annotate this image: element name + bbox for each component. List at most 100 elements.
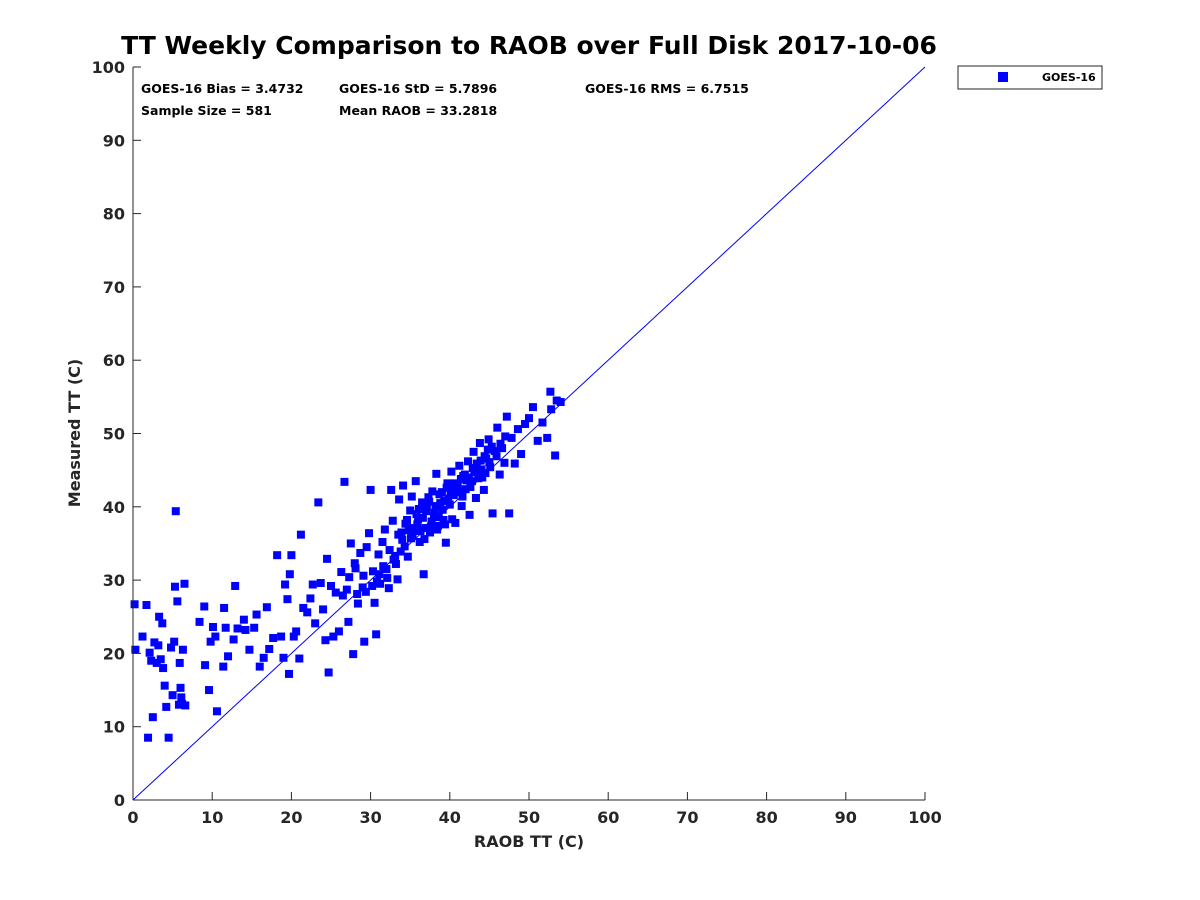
data-point [285,570,294,579]
data-point [464,457,473,466]
data-point [406,506,415,515]
data-point [205,686,214,695]
data-point [208,623,217,632]
data-point [446,488,455,497]
data-point [346,539,355,548]
data-point [358,583,367,592]
y-tick-label: 10 [103,718,125,737]
data-point [279,653,288,662]
data-point [513,425,522,434]
data-point [342,585,351,594]
data-point [162,702,171,711]
data-point [510,459,519,468]
data-point [434,513,443,522]
data-point [306,594,315,603]
data-point [338,591,347,600]
data-point [360,637,369,646]
data-point [416,526,425,535]
data-point [476,456,485,465]
data-point [556,397,565,406]
data-point [471,494,480,503]
data-point [533,436,542,445]
data-point [378,537,387,546]
stat-sample-size: Sample Size = 581 [141,103,272,118]
data-point [269,634,278,643]
data-point [289,632,298,641]
data-point [285,669,294,678]
data-point [495,470,504,479]
y-tick-label: 90 [103,131,125,150]
data-point [455,461,464,470]
data-point [493,423,502,432]
y-tick-label: 50 [103,425,125,444]
data-point [433,525,442,534]
x-tick-label: 60 [597,808,619,827]
x-tick-label: 0 [127,808,138,827]
data-point [462,476,471,485]
data-point [507,433,516,442]
data-point [177,693,186,702]
data-point [144,733,153,742]
data-point [178,645,187,654]
data-point [543,433,552,442]
data-point [319,605,328,614]
data-point [414,515,423,524]
data-point [395,495,404,504]
data-point [370,598,379,607]
x-tick-label: 10 [201,808,223,827]
data-point [410,524,419,533]
y-tick-label: 40 [103,498,125,517]
stats-annotation: GOES-16 Bias = 3.4732 GOES-16 StD = 5.78… [141,81,749,118]
data-point [492,452,501,461]
data-point [456,474,465,483]
x-tick-label: 100 [908,808,941,827]
data-point [158,619,167,628]
data-point [421,524,430,533]
data-point [277,632,286,641]
y-axis-ticks: 0 10 20 30 40 50 60 70 80 90 100 [92,58,141,810]
data-point [444,494,453,503]
legend-box [957,65,1103,90]
data-point [441,520,450,529]
y-tick-label: 70 [103,278,125,297]
data-point [229,635,238,644]
data-point [167,643,176,652]
data-point [430,508,439,517]
data-point [420,535,429,544]
data-point [303,608,312,617]
data-point [401,519,410,528]
data-point [321,636,330,645]
data-point [233,624,242,633]
stat-std: GOES-16 StD = 5.7896 [339,81,497,96]
data-point [418,498,427,507]
data-point [337,568,346,577]
data-point [345,573,354,582]
data-point [525,414,533,423]
data-point [175,658,184,667]
data-point [551,451,560,460]
data-point [374,550,383,559]
data-point [448,515,457,524]
data-point [323,554,332,563]
data-point [517,450,526,459]
data-point [419,570,428,579]
data-point [528,403,537,412]
y-tick-label: 20 [103,644,125,663]
data-point [211,632,220,641]
data-point [241,625,250,634]
data-point [422,503,431,512]
data-point [380,525,389,534]
data-point [164,733,173,742]
data-point [457,502,466,511]
data-point [327,581,335,590]
data-points [130,387,565,742]
data-point [356,548,365,557]
y-axis-label: Measured TT (C) [65,359,84,507]
data-point [400,542,409,551]
data-point [375,570,384,579]
x-tick-label: 70 [676,808,698,827]
legend: GOES-16 [957,65,1103,90]
data-point [385,546,394,555]
data-point [159,664,168,673]
